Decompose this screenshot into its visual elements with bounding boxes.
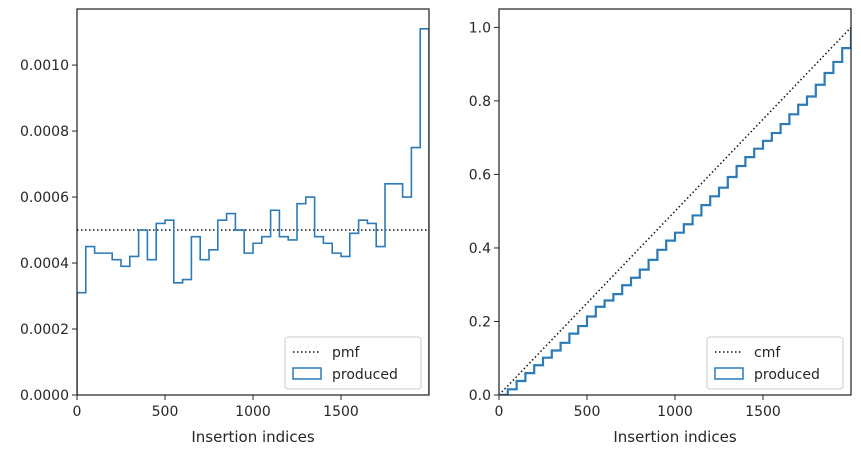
chart-0-legend-label: produced [332,367,398,383]
chart-1-ytick-label: 0.4 [469,241,491,257]
chart-1-ytick-label: 0.2 [469,314,491,330]
chart-1-ytick-label: 0.8 [469,94,491,110]
chart-0-legend-box [284,336,422,390]
chart-1-xtick-label: 1000 [657,404,693,420]
chart-1-series-produced [499,27,851,395]
chart-1-xtick-label: 1500 [745,404,781,420]
chart-1-legend: cmf produced [706,336,844,390]
chart-1-plot-area [499,26,851,395]
chart-1-xlabel: Insertion indices [613,428,736,446]
chart-0-ytick-label: 0.0004 [20,256,69,272]
chart-0-xlabel: Insertion indices [191,428,314,446]
chart-0-legend: pmf produced [284,336,422,390]
chart-0-xtick-label: 500 [152,404,179,420]
chart-1-ytick-label: 1.0 [469,20,491,36]
chart-0-xtick-label: 1500 [323,404,359,420]
chart-1-xtick-label: 0 [495,404,504,420]
chart-1-xtick-label: 500 [574,404,601,420]
chart-0-legend-label: pmf [332,345,361,361]
chart-1-series-cmf [499,26,851,395]
chart-0-xtick-label: 1000 [235,404,271,420]
chart-1-legend-swatch-patch [714,367,744,380]
chart-0-ytick-label: 0.0008 [20,124,69,140]
chart-0-plot-area [77,27,429,395]
chart-0-ytick-label: 0.0010 [20,58,69,74]
chart-0-legend-swatch-patch [292,367,322,380]
chart-1-legend-label: produced [754,367,820,383]
chart-1-legend-box [706,336,844,390]
chart-1-panel: 0 500 1000 1500 0.0 0.2 0.4 0.6 0.8 1.0 Insertion … [469,8,852,446]
chart-0-panel: 0 500 1000 1500 0.0000 0.0002 0.0004 0.0006 0.00… [20,8,430,446]
chart-1-ytick-label: 0.0 [469,388,491,404]
chart-0-ytick-label: 0.0002 [20,322,69,338]
chart-0-ytick-label: 0.0000 [20,388,69,404]
chart-0-series-produced [77,27,429,395]
chart-0-ytick-label: 0.0006 [20,190,69,206]
chart-0-xtick-label: 0 [73,404,82,420]
chart-1-ytick-label: 0.6 [469,167,491,183]
chart-1-legend-label: cmf [754,345,781,361]
